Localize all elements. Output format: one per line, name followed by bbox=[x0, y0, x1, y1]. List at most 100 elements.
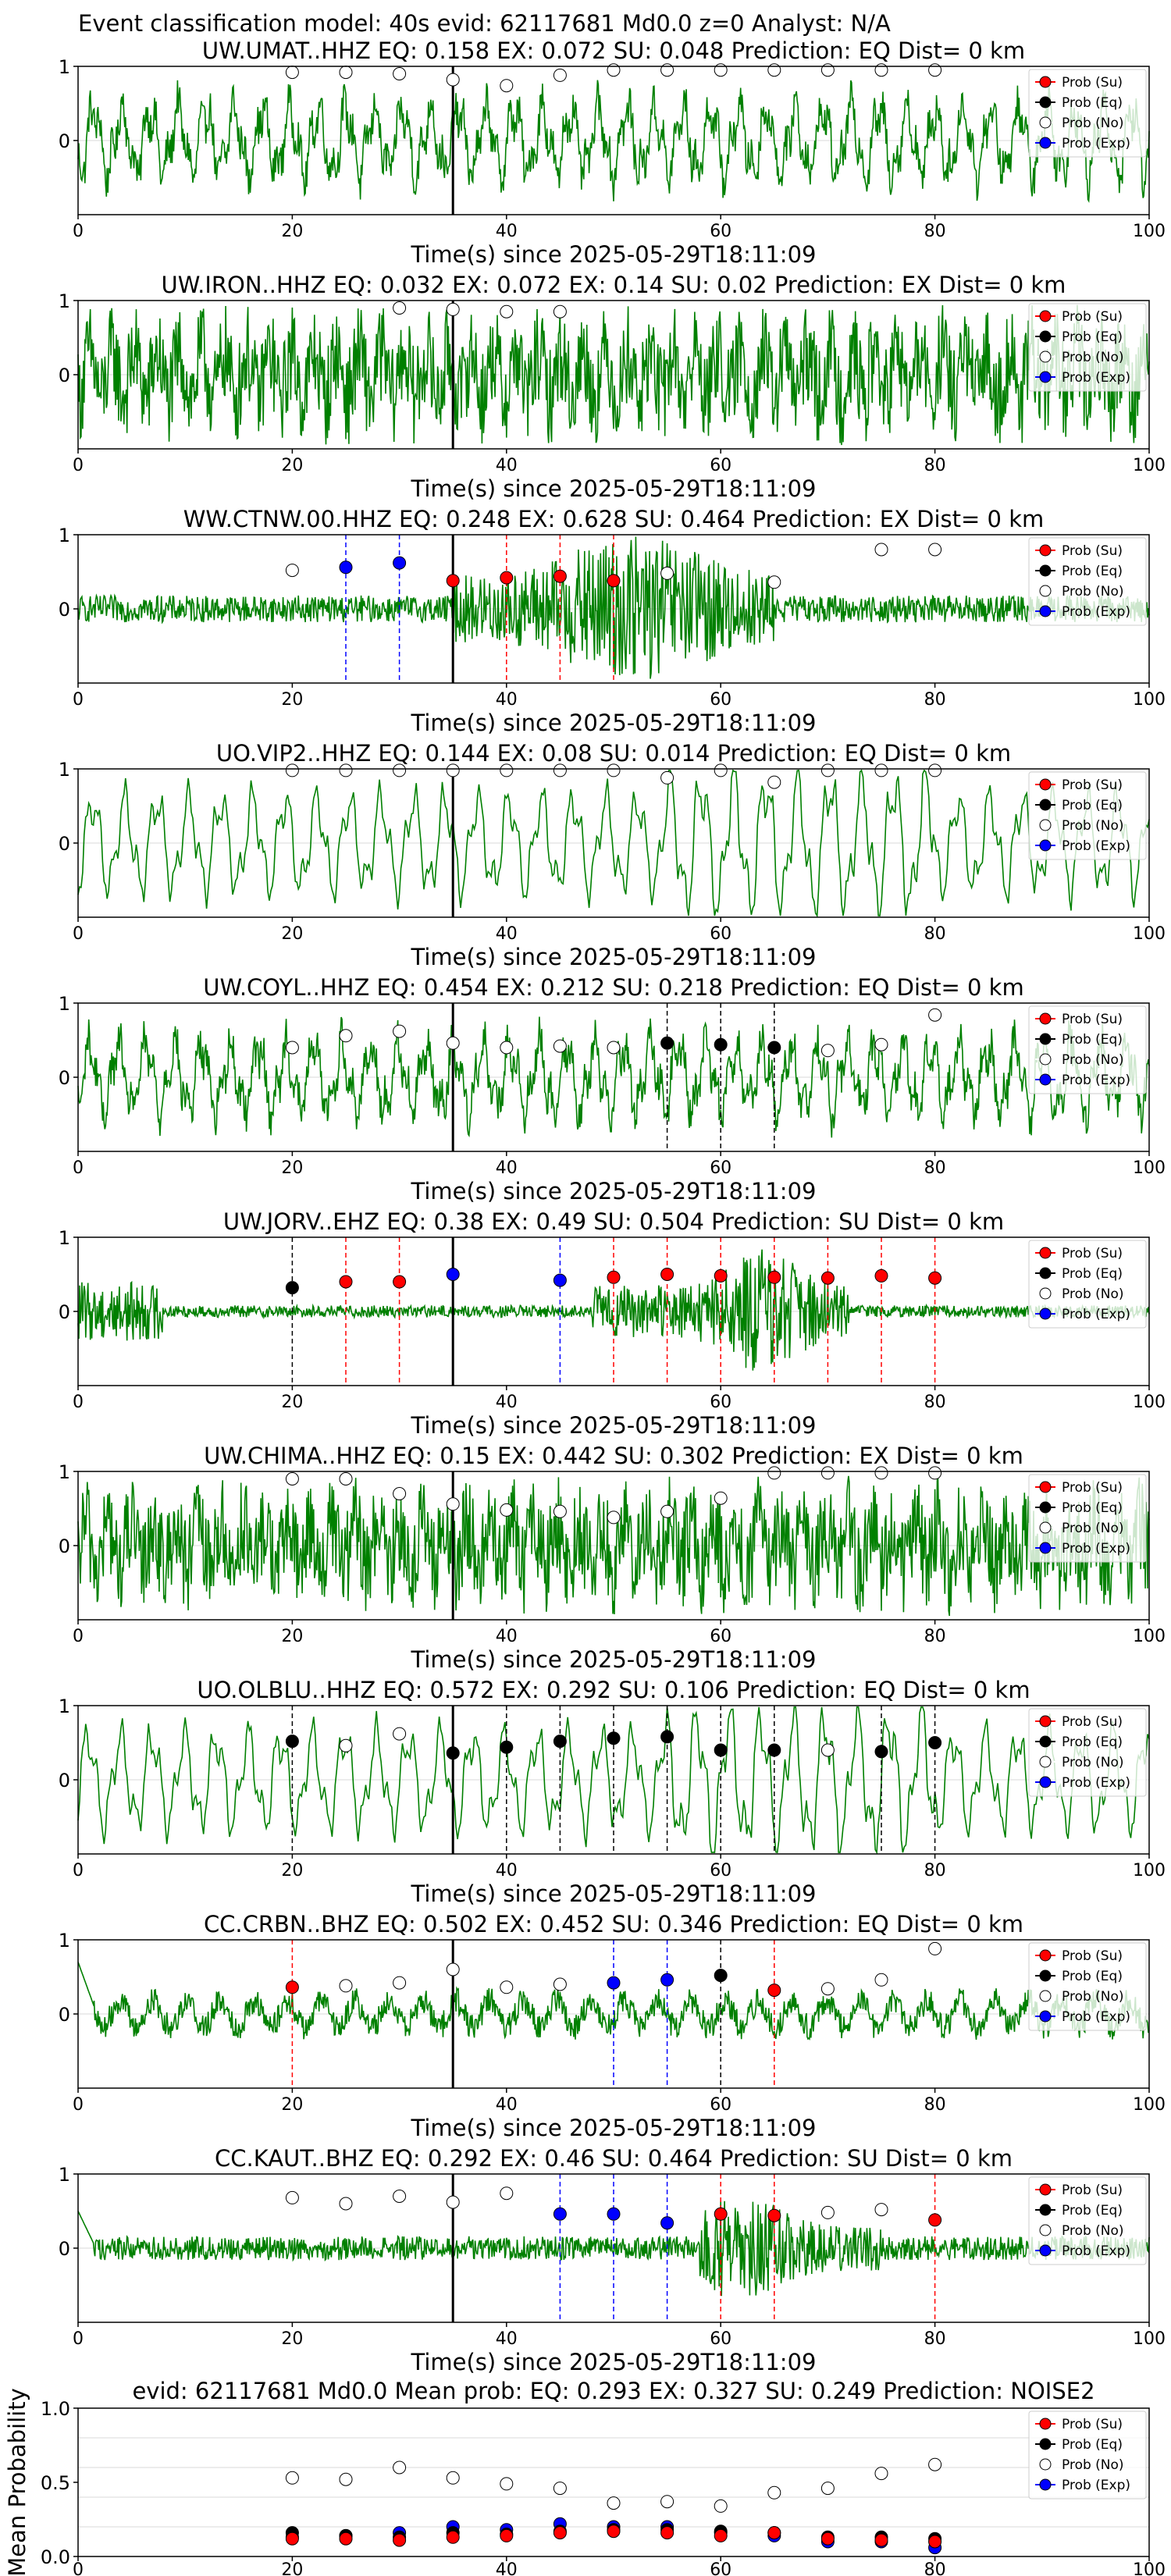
y-tick-label: 0 bbox=[59, 833, 70, 855]
prob-marker-su bbox=[714, 2207, 728, 2221]
prob-marker-su bbox=[874, 1268, 888, 1283]
mean-marker-su bbox=[928, 2535, 942, 2549]
prob-marker-no bbox=[553, 763, 567, 777]
x-tick-label: 80 bbox=[924, 2560, 946, 2576]
panel-title: UO.VIP2..HHZ EQ: 0.144 EX: 0.08 SU: 0.01… bbox=[216, 740, 1011, 767]
legend-label-no: Prob (No) bbox=[1062, 116, 1124, 131]
legend-marker-no bbox=[1039, 1287, 1052, 1300]
legend-marker-exp bbox=[1039, 1073, 1052, 1086]
panel-title: UW.UMAT..HHZ EQ: 0.158 EX: 0.072 SU: 0.0… bbox=[202, 37, 1025, 64]
legend-label-eq: Prob (Eq) bbox=[1062, 1969, 1123, 1984]
x-tick-label: 100 bbox=[1133, 2095, 1166, 2115]
prob-marker-no bbox=[928, 63, 942, 77]
legend-marker-no bbox=[1039, 1521, 1052, 1534]
prob-marker-no bbox=[607, 763, 621, 777]
mean-marker-su bbox=[285, 2532, 299, 2546]
prob-marker-exp bbox=[553, 1273, 567, 1287]
prob-marker-exp bbox=[446, 1268, 460, 1281]
x-tick-label: 80 bbox=[924, 924, 946, 944]
waveform-panel: UW.JORV..EHZ EQ: 0.38 EX: 0.49 SU: 0.504… bbox=[59, 1208, 1166, 1439]
x-tick-label: 40 bbox=[496, 2329, 518, 2349]
mean-marker-su bbox=[714, 2528, 728, 2542]
y-tick-label: 1 bbox=[59, 1227, 70, 1249]
prob-marker-no bbox=[874, 1037, 888, 1051]
figure-suptitle: Event classification model: 40s evid: 62… bbox=[78, 10, 891, 37]
legend-label-eq: Prob (Eq) bbox=[1062, 95, 1123, 111]
x-tick-label: 40 bbox=[496, 456, 518, 475]
x-tick-label: 20 bbox=[281, 2560, 303, 2576]
panel-title: UW.COYL..HHZ EQ: 0.454 EX: 0.212 SU: 0.2… bbox=[203, 974, 1023, 1001]
prob-marker-no bbox=[339, 2197, 353, 2211]
x-tick-label: 100 bbox=[1133, 924, 1166, 944]
prob-marker-no bbox=[928, 1466, 942, 1480]
prob-marker-no bbox=[820, 1743, 835, 1757]
prob-marker-su bbox=[820, 1271, 835, 1285]
legend-label-exp: Prob (Exp) bbox=[1062, 2243, 1130, 2259]
x-tick-label: 0 bbox=[73, 924, 84, 944]
x-tick-label: 100 bbox=[1133, 1158, 1166, 1178]
prob-marker-no bbox=[393, 301, 407, 315]
x-tick-label: 0 bbox=[73, 690, 84, 710]
legend-marker-eq bbox=[1039, 96, 1052, 109]
x-tick-label: 60 bbox=[710, 690, 731, 710]
legend-box bbox=[1028, 1942, 1147, 2031]
x-tick-label: 60 bbox=[710, 1861, 731, 1880]
legend-label-eq: Prob (Eq) bbox=[1062, 798, 1123, 813]
prob-marker-no bbox=[339, 1738, 353, 1752]
legend-marker-eq bbox=[1039, 330, 1052, 343]
prob-marker-su bbox=[285, 1980, 299, 1994]
prob-marker-eq bbox=[767, 1743, 781, 1757]
prob-marker-su bbox=[767, 2208, 781, 2222]
waveform-trace bbox=[77, 304, 1150, 446]
legend-label-su: Prob (Su) bbox=[1062, 1012, 1123, 1027]
y-tick-label: 1 bbox=[59, 759, 70, 781]
prob-marker-no bbox=[285, 1472, 299, 1485]
x-tick-label: 20 bbox=[281, 690, 303, 710]
prob-marker-no bbox=[446, 73, 460, 87]
y-tick-label: 1 bbox=[59, 1461, 70, 1483]
x-tick-label: 80 bbox=[924, 690, 946, 710]
mean-marker-no bbox=[553, 2482, 567, 2496]
prob-marker-eq bbox=[874, 1745, 888, 1759]
x-tick-label: 80 bbox=[924, 1393, 946, 1412]
mean-marker-no bbox=[660, 2495, 674, 2509]
y-tick-label: 0 bbox=[59, 599, 70, 621]
x-axis-label: Time(s) since 2025-05-29T18:11:09 bbox=[411, 2349, 817, 2375]
legend-marker-su bbox=[1039, 544, 1052, 557]
mean-marker-no bbox=[393, 2460, 407, 2475]
x-tick-label: 0 bbox=[73, 2329, 84, 2349]
legend-marker-su bbox=[1039, 1012, 1052, 1025]
prob-marker-no bbox=[339, 1472, 353, 1485]
x-axis-label: Time(s) since 2025-05-29T18:11:09 bbox=[411, 944, 817, 970]
prob-marker-su bbox=[607, 1270, 621, 1284]
x-tick-label: 100 bbox=[1133, 456, 1166, 475]
waveform-trace bbox=[77, 80, 1150, 204]
prob-marker-no bbox=[607, 1041, 621, 1055]
legend-label-su: Prob (Su) bbox=[1062, 2183, 1123, 2198]
mean-probability-panel: evid: 62117681 Md0.0 Mean prob: EQ: 0.29… bbox=[4, 2378, 1166, 2576]
x-tick-label: 60 bbox=[710, 222, 731, 241]
prob-marker-exp bbox=[660, 1973, 674, 1987]
prob-marker-su bbox=[928, 2213, 942, 2227]
mean-marker-su bbox=[339, 2532, 353, 2546]
prob-marker-eq bbox=[714, 1743, 728, 1757]
prob-marker-su bbox=[393, 1275, 407, 1289]
waveform-panel: WW.CTNW.00.HHZ EQ: 0.248 EX: 0.628 SU: 0… bbox=[59, 506, 1166, 736]
prob-marker-eq bbox=[500, 1740, 514, 1754]
legend-marker-exp bbox=[1039, 2010, 1052, 2023]
x-tick-label: 60 bbox=[710, 2095, 731, 2115]
mean-marker-su bbox=[607, 2524, 621, 2539]
legend-label-no: Prob (No) bbox=[1062, 584, 1124, 600]
prob-marker-eq bbox=[767, 1041, 781, 1055]
x-tick-label: 60 bbox=[710, 1393, 731, 1412]
y-tick-label: 0.5 bbox=[41, 2472, 70, 2494]
legend-label-exp: Prob (Exp) bbox=[1062, 370, 1130, 386]
prob-marker-no bbox=[820, 1982, 835, 1996]
legend-label-no: Prob (No) bbox=[1062, 2223, 1124, 2239]
prob-marker-no bbox=[285, 564, 299, 578]
prob-marker-no bbox=[660, 1504, 674, 1518]
x-tick-label: 0 bbox=[73, 2560, 84, 2576]
x-tick-label: 60 bbox=[710, 2560, 731, 2576]
legend-label-su: Prob (Su) bbox=[1062, 543, 1123, 559]
